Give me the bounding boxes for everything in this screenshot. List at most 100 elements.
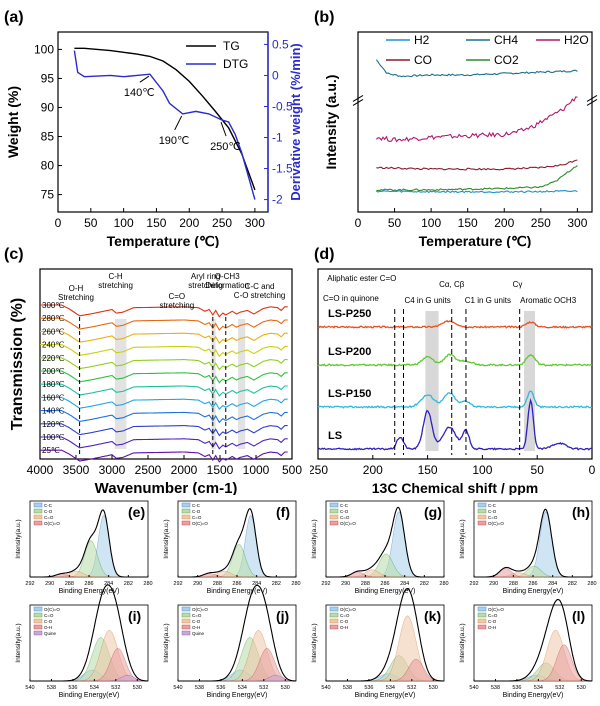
legend-label: C-O (340, 509, 349, 514)
spectrum-line (317, 397, 593, 451)
legend-label: O-H (340, 625, 348, 630)
legend-label: C-O (192, 509, 201, 514)
x-tick-label: 100 (114, 216, 134, 230)
panel-label: (g) (424, 504, 442, 520)
temperature-label: 25℃ (42, 446, 60, 455)
temperature-label: 180℃ (42, 380, 64, 389)
x-tick-label: 280 (587, 581, 596, 587)
y2-tick-label: 0.5 (272, 37, 289, 51)
y2-tick-label: -0.5 (272, 99, 293, 113)
x-tick-label: 532 (111, 685, 120, 691)
x-tick-label: 3500 (63, 463, 90, 477)
series-line-CO (376, 159, 578, 171)
plot-frame (357, 31, 593, 213)
temperature-label: 200℃ (42, 367, 64, 376)
annotation-label: C1 in G units (465, 296, 511, 305)
x-tick-label: 284 (104, 581, 113, 587)
legend-label: C-O (488, 619, 497, 624)
legend-swatch (181, 508, 191, 514)
legend-label: C-O (488, 509, 497, 514)
legend-swatch (181, 520, 191, 526)
spectrum-line (40, 357, 288, 371)
legend-label: C=O (192, 613, 202, 618)
x-axis-label: Binding Energy(eV) (59, 692, 120, 699)
envelope-line (30, 584, 148, 682)
annotation-label: Stretching (58, 293, 94, 302)
legend-swatch (33, 520, 43, 526)
x-tick-label: 530 (429, 685, 438, 691)
x-axis-label: Binding Energy(eV) (207, 588, 268, 595)
legend-label: O(C)=O (488, 521, 504, 526)
shaded-band (114, 319, 127, 449)
y-axis-label: Transmission (%) (9, 298, 26, 430)
x-axis-label: Binding Energy(eV) (207, 692, 268, 699)
x-tick-label: 540 (173, 685, 182, 691)
spectrum-line (40, 317, 288, 331)
x-tick-label: 150 (146, 216, 166, 230)
panel-a: (a) 0 50 100 150 200 250 300 75 80 85 90 95 100 0.5 0 -0… (0, 0, 310, 249)
x-tick-label: 300 (567, 216, 587, 230)
x-tick-label: 282 (272, 581, 281, 587)
x-tick-label: 288 (213, 581, 222, 587)
x-tick-label: 284 (400, 581, 409, 587)
spectrum-line (40, 304, 288, 318)
panel-label: (l) (572, 608, 585, 624)
legend-label: C-O (44, 509, 53, 514)
panel-label-d: (d) (314, 246, 334, 263)
legend-swatch (33, 612, 43, 618)
legend-label: O(C)=O (44, 607, 60, 612)
xps-panel-k: 540 538 536 534 532 530 Binding Energy(eV) Inte… (311, 588, 445, 699)
legend-swatch (181, 514, 191, 520)
x-tick-label: 200 (179, 216, 199, 230)
legend-label: C=O (340, 613, 350, 618)
x-tick-label: 1000 (243, 463, 270, 477)
panel-label: (e) (128, 504, 145, 520)
annotation-label: C=O (168, 292, 185, 301)
legend-swatch (33, 630, 43, 636)
annotation-label: 190℃ (159, 135, 190, 147)
y-axis-label: Intensity(a.u.) (459, 623, 466, 662)
shaded-band (524, 311, 536, 451)
series-line-TG (74, 47, 256, 191)
annotation-label: C-O stretching (234, 291, 286, 300)
panel-label: (i) (128, 608, 141, 624)
legend-swatch (329, 606, 339, 612)
xps-panel-l: 540 538 536 534 532 530 Binding Energy(eV) Inte… (459, 598, 593, 699)
x-tick-label: 288 (509, 581, 518, 587)
x-tick-label: 282 (124, 581, 133, 587)
temperature-label: 280℃ (42, 314, 64, 323)
legend-label: O(C)=O (192, 607, 208, 612)
envelope-line (178, 584, 296, 682)
annotation-arrow (174, 115, 183, 131)
panel-c: (c) 4000 3500 3000 2500 2000 1500 1000 500 Wavenu… (0, 243, 310, 497)
spectrum-line (317, 319, 593, 329)
panel-label-b: (b) (314, 9, 334, 26)
spectrum-line (40, 383, 288, 397)
legend-label: C-C (192, 503, 201, 508)
x-tick-label: 290 (45, 581, 54, 587)
x-tick-label: 0 (355, 216, 362, 230)
legend-label: H2O (564, 33, 589, 47)
x-tick-label: 280 (439, 581, 448, 587)
x-tick-label: 536 (216, 685, 225, 691)
legend-label: C=O (488, 613, 498, 618)
x-tick-label: 538 (195, 685, 204, 691)
panel-label-a: (a) (4, 9, 24, 26)
shaded-band (425, 311, 439, 451)
legend-label: O-H (192, 625, 200, 630)
x-tick-label: 0 (55, 216, 62, 230)
x-axis-label: Binding Energy(eV) (355, 692, 416, 699)
xps-grid: 292 290 288 286 284 282 280 Binding Energy(eV) I… (0, 495, 600, 701)
x-tick-label: 290 (193, 581, 202, 587)
y2-tick-label: -1 (272, 131, 283, 145)
legend-swatch (477, 606, 487, 612)
legend-swatch (181, 502, 191, 508)
legend-label: O(C)=O (340, 521, 356, 526)
legend-swatch (477, 508, 487, 514)
x-tick-label: 200 (494, 216, 514, 230)
chart-a: (a) 0 50 100 150 200 250 300 75 80 85 90 95 100 0.5 0 -0… (4, 9, 303, 249)
legend-swatch (181, 618, 191, 624)
spectrum-line (317, 353, 593, 367)
x-tick-label: 292 (321, 581, 330, 587)
panel-d: (d) 250 200 150 100 50 0 13C Chemical shift / p… (308, 243, 600, 496)
